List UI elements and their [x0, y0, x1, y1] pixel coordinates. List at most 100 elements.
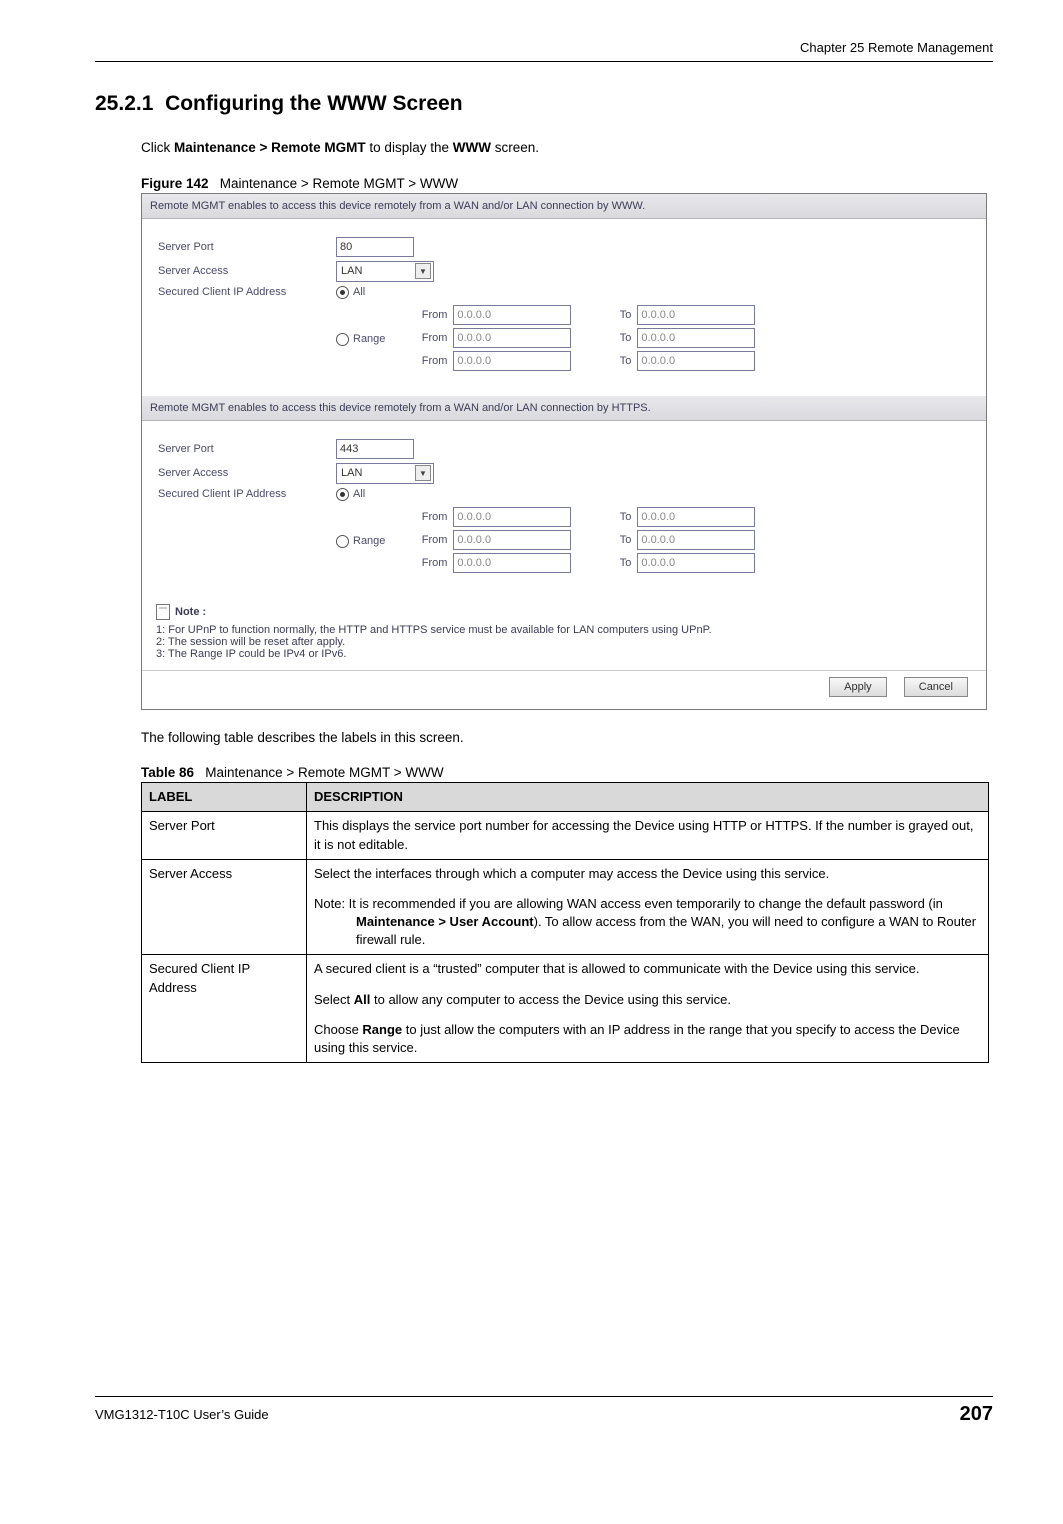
to-label: To [601, 309, 631, 321]
to-ip-input[interactable] [637, 530, 755, 550]
bold: Range [362, 1022, 402, 1037]
footer-guide-name: VMG1312-T10C User’s Guide [95, 1407, 269, 1422]
after-figure-text: The following table describes the labels… [141, 728, 993, 748]
radio-icon [336, 535, 349, 548]
note-line-1: 1: For UPnP to function normally, the HT… [156, 624, 972, 636]
text: to just allow the computers with an IP a… [314, 1022, 960, 1055]
cell-label: Server Port [142, 812, 307, 859]
text: to display the [366, 140, 453, 155]
desc-paragraph: A secured client is a “trusted” computer… [314, 960, 981, 978]
desc-paragraph: Choose Range to just allow the computers… [314, 1021, 981, 1057]
select-value: LAN [341, 265, 362, 277]
table-header-row: LABEL DESCRIPTION [142, 783, 989, 812]
page-footer: VMG1312-T10C User’s Guide 207 [95, 1396, 993, 1426]
server-port-input[interactable] [336, 439, 414, 459]
to-label: To [601, 511, 631, 523]
table-row: Server Port This displays the service po… [142, 812, 989, 859]
cell-desc: Select the interfaces through which a co… [307, 859, 989, 955]
label-server-access: Server Access [158, 467, 336, 479]
path-bold: Maintenance > Remote MGMT [174, 140, 366, 155]
from-ip-input[interactable] [453, 305, 571, 325]
header-divider [95, 61, 993, 62]
from-ip-input[interactable] [453, 530, 571, 550]
panel-header-https: Remote MGMT enables to access this devic… [142, 396, 986, 421]
cancel-button[interactable]: Cancel [904, 677, 968, 697]
section-title: 25.2.1 Configuring the WWW Screen [95, 92, 993, 116]
radio-label: All [353, 286, 365, 298]
server-port-input[interactable] [336, 237, 414, 257]
footer-divider [95, 1396, 993, 1397]
intro-paragraph: Click Maintenance > Remote MGMT to displ… [141, 138, 993, 158]
to-ip-input[interactable] [637, 553, 755, 573]
panel-body-https: Server Port Server Access LAN ▼ Secured … [142, 421, 986, 586]
from-label: From [405, 557, 447, 569]
table-row: Secured Client IP Address A secured clie… [142, 955, 989, 1063]
apply-button[interactable]: Apply [829, 677, 887, 697]
figure-screenshot: Remote MGMT enables to access this devic… [141, 193, 987, 710]
to-label: To [601, 332, 631, 344]
note-line-2: 2: The session will be reset after apply… [156, 636, 972, 648]
screen-name-bold: WWW [453, 140, 491, 155]
bold-path: Maintenance > User Account [356, 914, 534, 929]
chapter-header: Chapter 25 Remote Management [95, 40, 993, 55]
text: Choose [314, 1022, 362, 1037]
from-label: From [405, 355, 447, 367]
desc-paragraph: Select All to allow any computer to acce… [314, 991, 981, 1009]
from-label: From [405, 511, 447, 523]
from-ip-input[interactable] [453, 351, 571, 371]
note-title: Note : [175, 606, 206, 618]
cell-label: Secured Client IP Address [142, 955, 307, 1063]
radio-range[interactable]: Range [336, 535, 385, 548]
from-label: From [405, 332, 447, 344]
radio-range[interactable]: Range [336, 333, 385, 346]
server-access-select[interactable]: LAN ▼ [336, 463, 434, 484]
radio-all[interactable]: All [336, 286, 365, 299]
to-ip-input[interactable] [637, 305, 755, 325]
radio-label: Range [353, 333, 385, 345]
section-heading: Configuring the WWW Screen [165, 92, 462, 115]
to-ip-input[interactable] [637, 507, 755, 527]
note-icon [156, 604, 170, 620]
bold: All [354, 992, 371, 1007]
panel-body-www: Server Port Server Access LAN ▼ Secured … [142, 219, 986, 384]
th-description: DESCRIPTION [307, 783, 989, 812]
note-block: Note : 1: For UPnP to function normally,… [156, 604, 972, 660]
from-ip-input[interactable] [453, 553, 571, 573]
from-ip-input[interactable] [453, 507, 571, 527]
section-number: 25.2.1 [95, 92, 153, 115]
chevron-down-icon: ▼ [415, 263, 431, 279]
panel-header-www: Remote MGMT enables to access this devic… [142, 194, 986, 219]
text: Select [314, 992, 354, 1007]
figure-title: Maintenance > Remote MGMT > WWW [220, 176, 458, 191]
label-secured-client: Secured Client IP Address [158, 488, 336, 500]
table-row: Server Access Select the interfaces thro… [142, 859, 989, 955]
to-label: To [601, 355, 631, 367]
desc-paragraph: Select the interfaces through which a co… [314, 865, 981, 883]
from-label: From [405, 534, 447, 546]
label-server-access: Server Access [158, 265, 336, 277]
cell-label: Server Access [142, 859, 307, 955]
server-access-select[interactable]: LAN ▼ [336, 261, 434, 282]
note-line-3: 3: The Range IP could be IPv4 or IPv6. [156, 648, 972, 660]
radio-label: Range [353, 535, 385, 547]
radio-all[interactable]: All [336, 488, 365, 501]
to-label: To [601, 534, 631, 546]
to-label: To [601, 557, 631, 569]
th-label: LABEL [142, 783, 307, 812]
table-label: Table 86 [141, 765, 194, 780]
select-value: LAN [341, 467, 362, 479]
text: Click [141, 140, 174, 155]
description-table: LABEL DESCRIPTION Server Port This displ… [141, 782, 989, 1063]
table-caption: Table 86 Maintenance > Remote MGMT > WWW [141, 765, 993, 780]
table-title: Maintenance > Remote MGMT > WWW [205, 765, 443, 780]
from-ip-input[interactable] [453, 328, 571, 348]
chevron-down-icon: ▼ [415, 465, 431, 481]
to-ip-input[interactable] [637, 351, 755, 371]
radio-icon [336, 333, 349, 346]
text: Note: It is recommended if you are allow… [314, 896, 943, 911]
text: to allow any computer to access the Devi… [370, 992, 731, 1007]
cell-desc: This displays the service port number fo… [307, 812, 989, 859]
desc-note: Note: It is recommended if you are allow… [314, 895, 981, 950]
figure-caption: Figure 142 Maintenance > Remote MGMT > W… [141, 176, 993, 191]
to-ip-input[interactable] [637, 328, 755, 348]
